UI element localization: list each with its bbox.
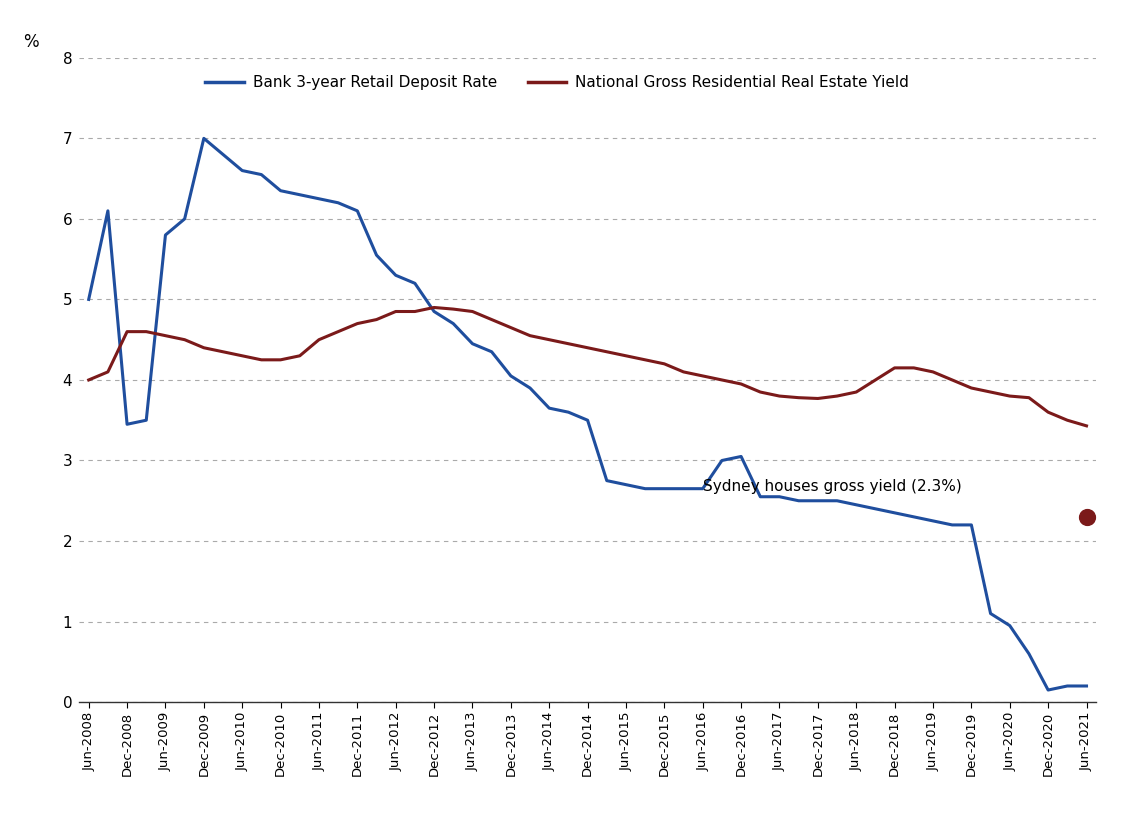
Legend: Bank 3-year Retail Deposit Rate, National Gross Residential Real Estate Yield: Bank 3-year Retail Deposit Rate, Nationa… bbox=[206, 75, 909, 90]
Text: Sydney houses gross yield (2.3%): Sydney houses gross yield (2.3%) bbox=[703, 479, 962, 494]
Text: %: % bbox=[24, 33, 38, 51]
Point bbox=[1078, 510, 1096, 524]
